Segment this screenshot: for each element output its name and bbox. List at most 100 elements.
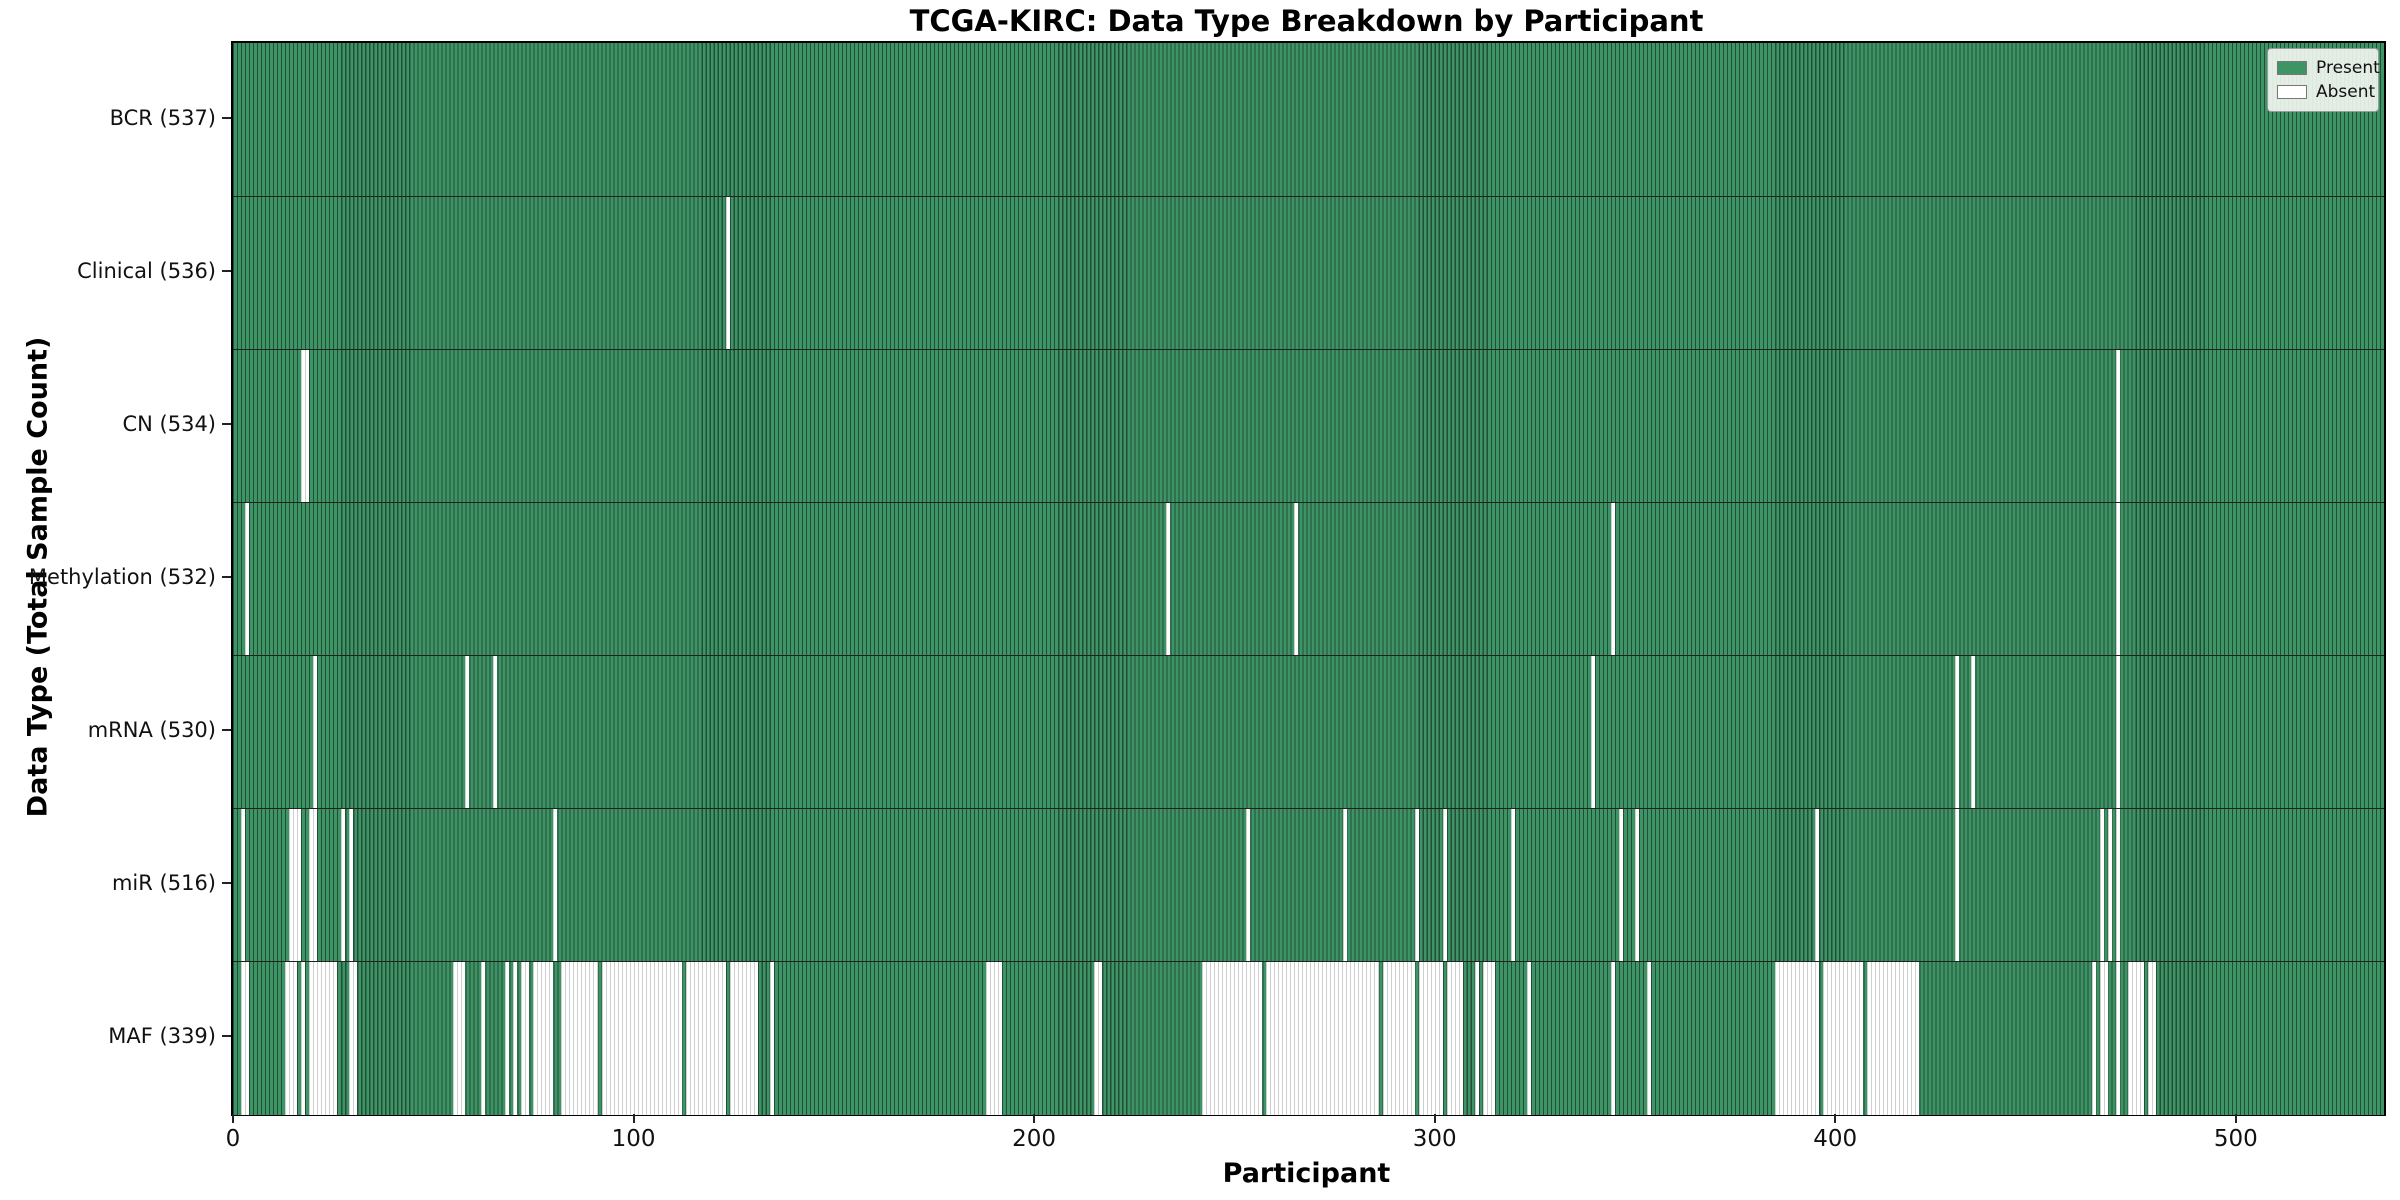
- absent-span-MAF: [285, 962, 298, 1115]
- absent-span-miR: [553, 809, 558, 962]
- absent-span-MAF: [1610, 962, 1615, 1115]
- absent-span-MAF: [729, 962, 758, 1115]
- absent-span-miR: [2115, 809, 2120, 962]
- legend-entry-present: Present: [2277, 56, 2380, 80]
- row-miR: [233, 808, 2384, 962]
- x-tick-200: [1033, 1114, 1036, 1123]
- absent-span-MAF: [1418, 962, 1443, 1115]
- x-tick-label-400: 400: [1813, 1126, 1858, 1152]
- y-tick-miR: [222, 881, 231, 884]
- absent-span-mRNA: [1971, 656, 1976, 809]
- absent-span-miR: [241, 809, 245, 962]
- absent-span-MAF: [1202, 962, 1263, 1115]
- absent-span-mRNA: [2115, 656, 2120, 809]
- row-MAF: [233, 961, 2384, 1115]
- absent-span-CN: [301, 350, 310, 503]
- absent-span-MAF: [561, 962, 598, 1115]
- x-tick-100: [632, 1114, 635, 1123]
- x-tick-label-0: 0: [225, 1126, 241, 1152]
- x-tick-400: [1834, 1114, 1837, 1123]
- absent-span-MAF: [769, 962, 774, 1115]
- row-label-CN: CN (534): [122, 411, 216, 436]
- absent-span-miR: [2099, 809, 2104, 962]
- absent-span-mRNA: [493, 656, 498, 809]
- absent-span-MAF: [2091, 962, 2096, 1115]
- row-label-MAF: MAF (339): [108, 1023, 216, 1048]
- absent-span-MAF: [986, 962, 1003, 1115]
- row-Clinical: [233, 196, 2384, 350]
- x-tick-label-100: 100: [611, 1126, 656, 1152]
- absent-span-miR: [289, 809, 302, 962]
- absent-span-MAF: [481, 962, 486, 1115]
- row-label-Methylation: Methylation (532): [28, 564, 216, 589]
- present-swatch: [2277, 61, 2307, 75]
- legend-label-present: Present: [2316, 57, 2380, 78]
- legend-label-absent: Absent: [2316, 81, 2376, 102]
- row-label-mRNA: mRNA (530): [87, 717, 216, 742]
- absent-span-MAF: [1474, 962, 1479, 1115]
- y-tick-Methylation: [222, 575, 231, 578]
- absent-span-mRNA: [1590, 656, 1595, 809]
- absent-span-MAF: [1482, 962, 1495, 1115]
- y-tick-Clinical: [222, 269, 231, 272]
- absent-span-MAF: [241, 962, 249, 1115]
- absent-span-mRNA: [313, 656, 318, 809]
- absent-span-miR: [1246, 809, 1251, 962]
- absent-span-mRNA: [465, 656, 470, 809]
- absent-span-miR: [1342, 809, 1347, 962]
- absent-span-MAF: [1526, 962, 1531, 1115]
- absent-span-mRNA: [1955, 656, 1960, 809]
- x-tick-300: [1433, 1114, 1436, 1123]
- absent-span-Methylation: [1610, 503, 1615, 656]
- absent-span-miR: [1442, 809, 1447, 962]
- absent-span-MAF: [521, 962, 530, 1115]
- absent-span-MAF: [505, 962, 510, 1115]
- absent-span-MAF: [601, 962, 682, 1115]
- absent-span-miR: [341, 809, 346, 962]
- absent-span-Methylation: [2115, 503, 2120, 656]
- x-tick-0: [232, 1114, 234, 1123]
- y-tick-MAF: [222, 1034, 231, 1037]
- absent-span-Methylation: [1166, 503, 1171, 656]
- absent-span-MAF: [533, 962, 554, 1115]
- plot-area: Present Absent: [231, 41, 2386, 1116]
- x-tick-label-500: 500: [2213, 1126, 2258, 1152]
- x-tick-500: [2234, 1114, 2237, 1123]
- y-tick-BCR: [222, 116, 231, 119]
- absent-span-miR: [2107, 809, 2112, 962]
- absent-span-MAF: [1867, 962, 1920, 1115]
- row-label-BCR: BCR (537): [109, 105, 216, 130]
- absent-span-MAF: [685, 962, 726, 1115]
- absent-span-miR: [349, 809, 354, 962]
- row-CN: [233, 349, 2384, 503]
- absent-span-MAF: [453, 962, 466, 1115]
- absent-span-miR: [1955, 809, 1960, 962]
- absent-span-MAF: [513, 962, 518, 1115]
- absent-span-MAF: [301, 962, 306, 1115]
- absent-span-miR: [1815, 809, 1820, 962]
- x-axis-label: Participant: [1222, 1158, 1391, 1189]
- x-tick-label-300: 300: [1412, 1126, 1457, 1152]
- row-label-Clinical: Clinical (536): [77, 258, 216, 283]
- absent-span-MAF: [309, 962, 338, 1115]
- absent-span-miR: [1618, 809, 1623, 962]
- absent-span-MAF: [1382, 962, 1415, 1115]
- absent-span-MAF: [1446, 962, 1463, 1115]
- row-BCR: [233, 43, 2384, 196]
- absent-span-miR: [1414, 809, 1419, 962]
- absent-span-miR: [1510, 809, 1515, 962]
- absent-span-MAF: [1266, 962, 1379, 1115]
- absent-span-MAF: [1775, 962, 1820, 1115]
- absent-span-MAF: [349, 962, 358, 1115]
- legend-entry-absent: Absent: [2277, 80, 2375, 104]
- absent-swatch: [2277, 85, 2307, 99]
- x-tick-label-200: 200: [1012, 1126, 1057, 1152]
- absent-span-MAF: [1646, 962, 1651, 1115]
- absent-span-MAF: [2127, 962, 2144, 1115]
- row-label-miR: miR (516): [111, 870, 216, 895]
- absent-span-Methylation: [245, 503, 250, 656]
- y-tick-mRNA: [222, 728, 231, 731]
- row-Methylation: [233, 502, 2384, 656]
- chart-title: TCGA-KIRC: Data Type Breakdown by Partic…: [909, 4, 1704, 38]
